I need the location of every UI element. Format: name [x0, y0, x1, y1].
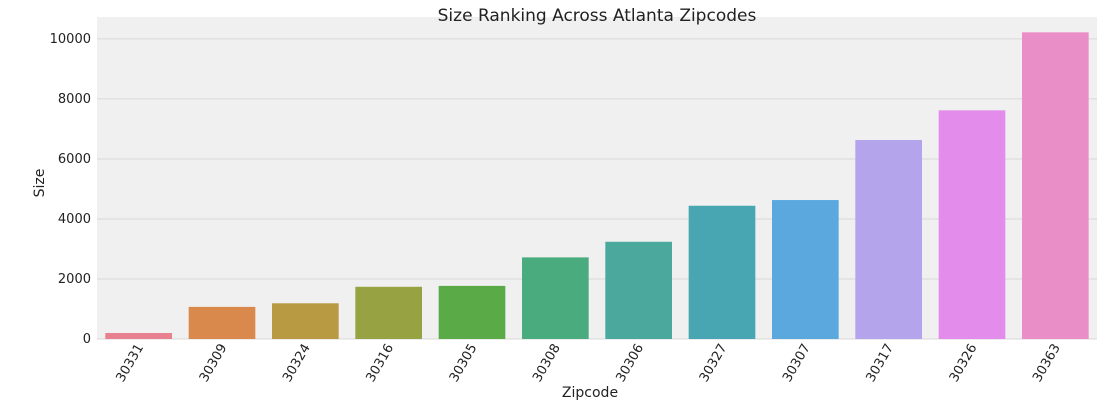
- x-tick-label: 30316: [363, 342, 397, 385]
- x-tick-label: 30317: [863, 342, 897, 385]
- y-tick-label: 2000: [58, 272, 91, 287]
- x-tick-label: 30324: [280, 342, 314, 385]
- y-tick-label: 4000: [58, 212, 91, 227]
- x-tick-label: 30363: [1030, 342, 1064, 385]
- bars: [105, 32, 1089, 340]
- bar-30305: [438, 285, 506, 339]
- x-tick-label: 30306: [613, 342, 647, 385]
- bar-30363: [1022, 32, 1089, 340]
- x-tick-label: 30305: [447, 342, 481, 385]
- gridlines: [97, 38, 1097, 340]
- bar-30307: [772, 200, 839, 339]
- bar-30316: [355, 286, 422, 339]
- plot-background: [97, 17, 1097, 339]
- y-axis-ticks: 0 2000 4000 6000 8000 10000: [50, 32, 91, 347]
- x-tick-label: 30326: [947, 342, 981, 385]
- y-tick-label: 0: [83, 332, 91, 347]
- bar-30327: [688, 205, 756, 339]
- x-tick-label: 30307: [780, 342, 814, 385]
- bar-30331: [105, 332, 172, 339]
- bar-30308: [522, 257, 589, 339]
- bar-30306: [605, 241, 672, 339]
- x-tick-label: 30308: [530, 342, 564, 385]
- bar-30309: [188, 306, 256, 339]
- bar-30326: [938, 110, 1006, 340]
- x-axis-label: Zipcode: [562, 385, 618, 401]
- x-tick-label: 30309: [197, 342, 231, 385]
- y-tick-label: 8000: [58, 92, 91, 107]
- bar-30317: [855, 140, 922, 339]
- bar-30324: [272, 303, 339, 339]
- y-axis-label: Size: [32, 169, 48, 198]
- x-axis-ticks: 30331 30309 30324 30316 30305 30308 30306 30327…: [113, 342, 1063, 385]
- y-tick-label: 10000: [50, 32, 91, 47]
- y-tick-label: 6000: [58, 152, 91, 167]
- x-tick-label: 30327: [697, 342, 731, 385]
- chart-title: Size Ranking Across Atlanta Zipcodes: [438, 6, 757, 26]
- x-tick-label: 30331: [113, 342, 147, 385]
